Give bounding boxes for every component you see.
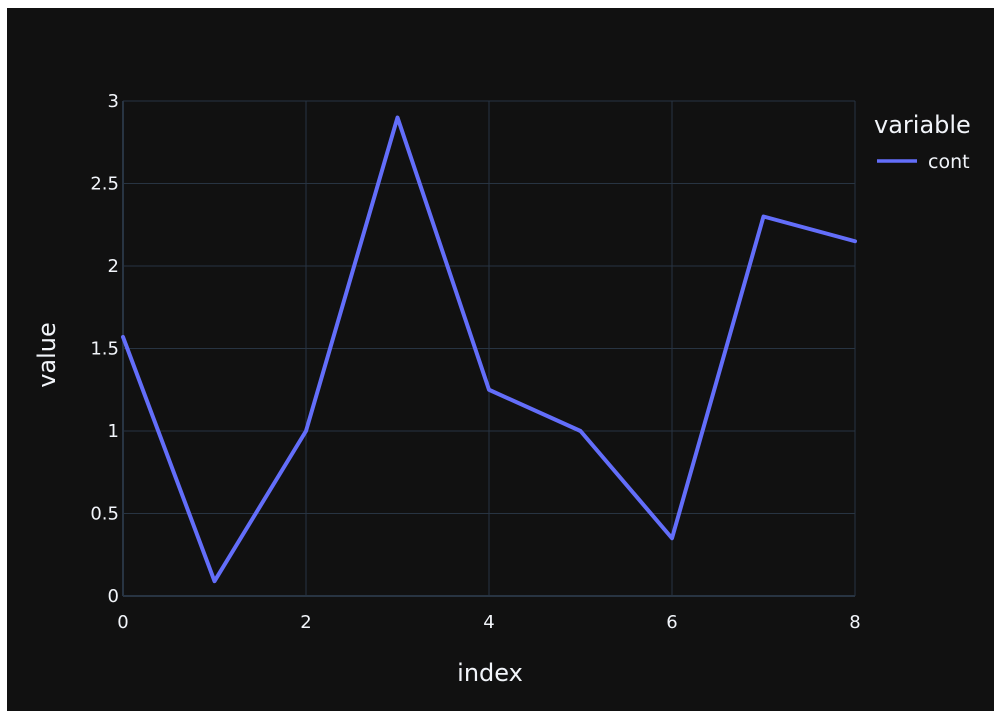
y-tick-label: 2.5 [90,174,119,195]
x-axis-title: index [457,659,523,687]
grid-layer [122,100,856,597]
legend[interactable]: variable cont [874,111,971,173]
y-tick-label: 3 [108,91,119,112]
x-tick-label: 4 [483,612,494,633]
series-line-cont[interactable] [121,115,857,584]
chart-frame: 0 2 4 6 8 0 0.5 1 1.5 2 2.5 3 index value variable … [7,8,994,711]
x-tick-label: 0 [117,612,128,633]
x-tick-label: 2 [300,612,311,633]
y-tick-label: 0 [108,586,119,607]
tick-label-layer: 0 2 4 6 8 0 0.5 1 1.5 2 2.5 3 [90,91,860,633]
y-tick-label: 0.5 [90,504,119,525]
x-tick-label: 8 [849,612,860,633]
line-chart: 0 2 4 6 8 0 0.5 1 1.5 2 2.5 3 index value variable … [33,91,971,687]
x-tick-label: 6 [666,612,677,633]
series-layer [121,115,857,584]
legend-title: variable [874,111,971,139]
legend-label-cont: cont [928,151,970,173]
y-tick-label: 1.5 [90,339,119,360]
y-axis-title: value [33,322,61,388]
y-tick-label: 2 [108,256,119,277]
y-tick-label: 1 [108,421,119,442]
